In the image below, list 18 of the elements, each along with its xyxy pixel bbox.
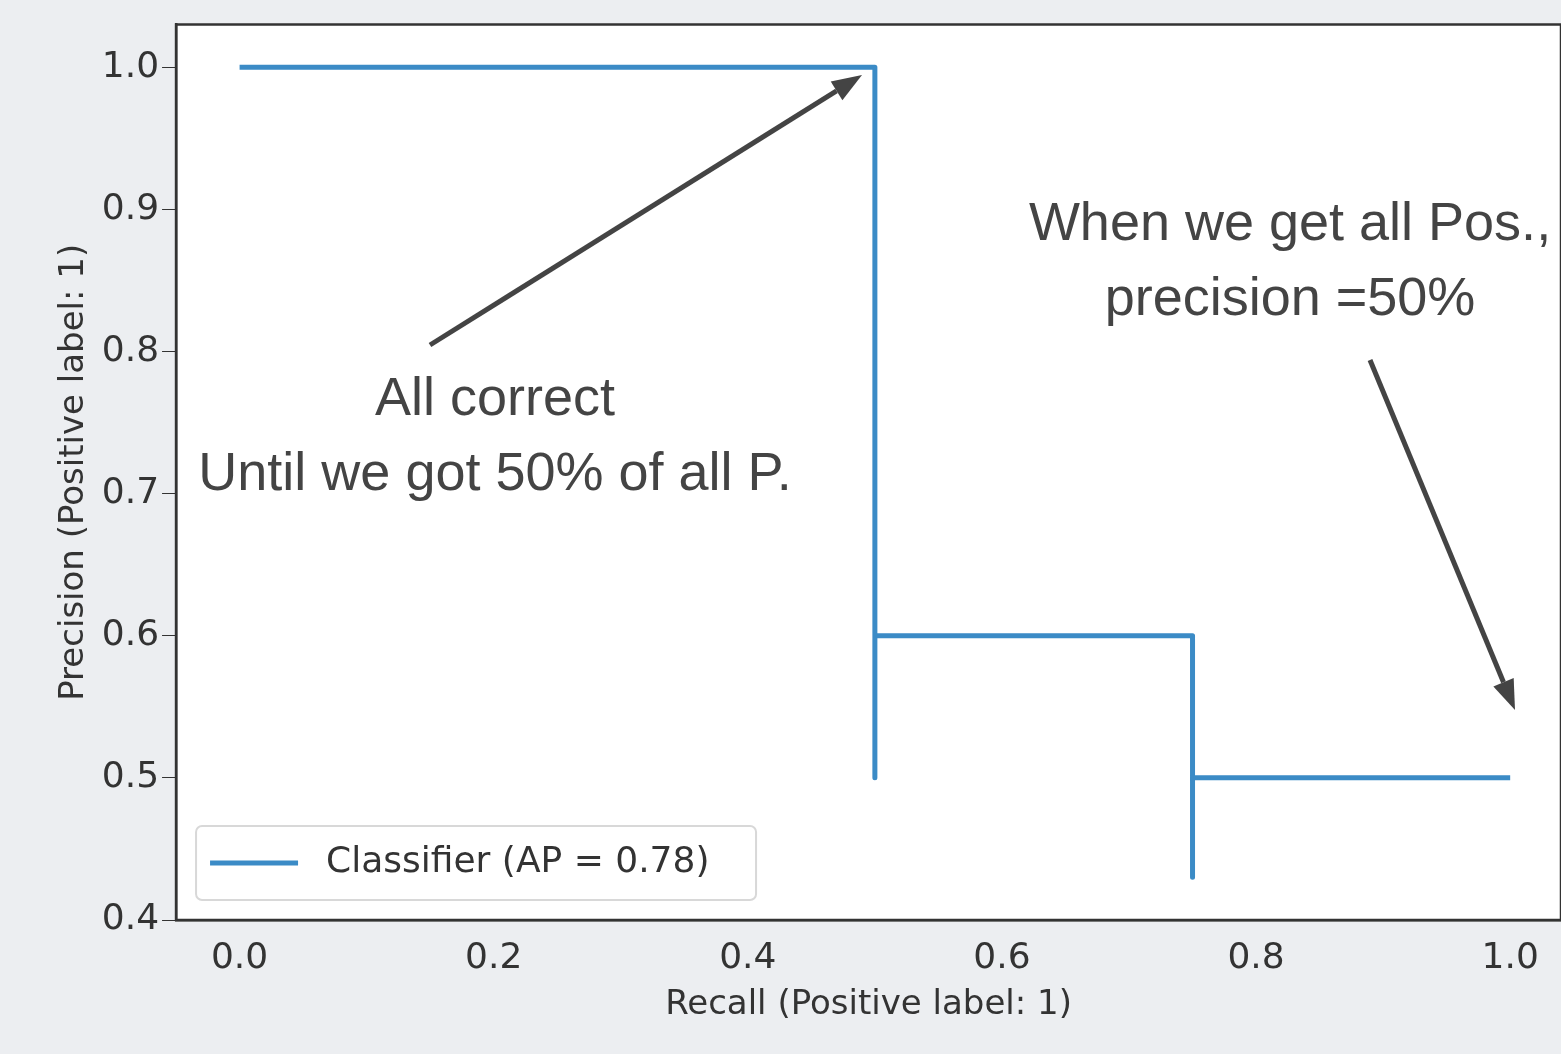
y-tick-label: 0.9	[101, 185, 160, 227]
x-tick-label: 1.0	[1481, 934, 1539, 976]
x-tick-label: 0.4	[719, 934, 777, 976]
legend-label: Classifier (AP = 0.78)	[326, 839, 710, 881]
y-tick-label: 0.5	[101, 754, 160, 796]
y-tick-label: 1.0	[101, 43, 160, 85]
x-tick-label: 0.0	[210, 934, 269, 976]
y-tick-label: 0.7	[101, 469, 160, 511]
y-tick-label: 0.8	[101, 327, 160, 369]
x-tick-label: 0.6	[973, 934, 1031, 976]
y-tick-label: 0.4	[101, 896, 160, 938]
annotation: When we get all Pos., precision =50%	[1028, 190, 1552, 326]
x-axis-title: Recall (Positive label: 1)	[665, 982, 1072, 1023]
annotation: All correct Until we got 50% of all P.	[198, 365, 792, 501]
y-axis-title: Precision (Positive label: 1)	[51, 243, 92, 701]
y-tick-label: 0.6	[101, 612, 160, 654]
x-tick-label: 0.8	[1227, 934, 1285, 976]
x-tick-label: 0.2	[465, 934, 523, 976]
